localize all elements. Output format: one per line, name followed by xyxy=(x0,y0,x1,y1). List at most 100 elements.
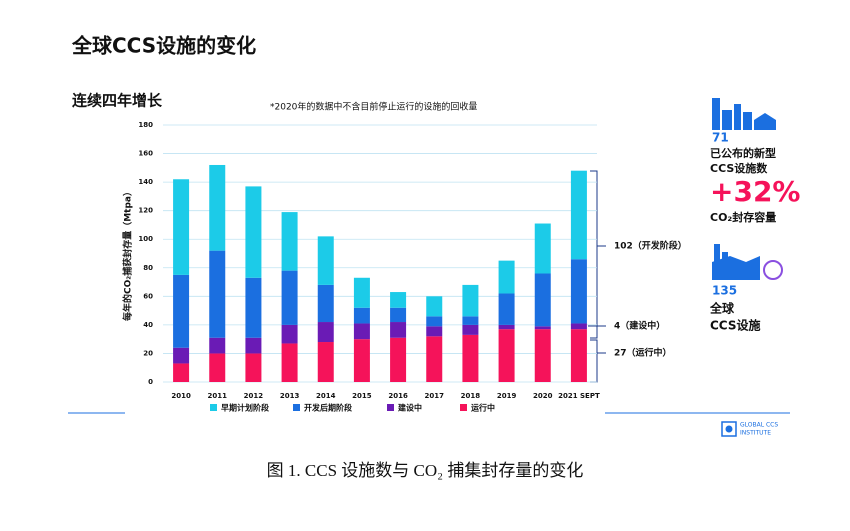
new-label: CCS设施数 xyxy=(710,161,768,175)
bracket xyxy=(590,339,598,383)
y-tick-label: 120 xyxy=(138,207,153,215)
legend-label: 运行中 xyxy=(471,403,495,413)
y-tick-label: 180 xyxy=(138,121,153,129)
icon-facility xyxy=(712,98,776,130)
y-tick-label: 80 xyxy=(143,264,153,272)
bar-segment xyxy=(462,334,479,382)
bar-segment xyxy=(390,337,407,382)
y-tick-label: 60 xyxy=(143,292,153,300)
legend-swatch xyxy=(460,404,467,411)
bar-segment xyxy=(173,363,190,382)
icon-plant xyxy=(712,244,783,280)
annotation: 102（开发阶段） xyxy=(614,240,687,252)
bar-segment xyxy=(173,179,190,275)
x-tick-label: 2013 xyxy=(280,392,300,400)
bracket xyxy=(590,170,598,339)
x-tick-label: 2017 xyxy=(425,392,445,400)
bar-segment xyxy=(245,277,262,338)
bar-segment xyxy=(498,329,515,382)
x-tick-label: 2014 xyxy=(316,392,336,400)
total-label: 全球 xyxy=(709,301,735,316)
bar-segment xyxy=(353,323,370,340)
bar-segment xyxy=(173,274,190,348)
bar-segment xyxy=(209,353,226,382)
bar-segment xyxy=(426,336,443,382)
legend-label: 早期计划阶段 xyxy=(221,403,269,413)
bar-segment xyxy=(245,337,262,354)
legend-label: 开发后期阶段 xyxy=(304,403,352,413)
caption: 图 1. CCS 设施数与 CO₂ 捕集封存量的变化 xyxy=(267,461,584,480)
x-tick-label: 2010 xyxy=(171,392,191,400)
bar-segment xyxy=(570,329,587,382)
bar-segment xyxy=(498,293,515,325)
y-tick-label: 0 xyxy=(148,378,153,386)
bar-segment xyxy=(498,324,515,330)
legend-swatch xyxy=(293,404,300,411)
y-tick-label: 40 xyxy=(143,321,153,329)
bar-segment xyxy=(534,223,551,274)
bar-segment xyxy=(317,236,334,285)
bar-segment xyxy=(281,324,298,344)
total-count: 135 xyxy=(712,284,737,298)
new-count: 71 xyxy=(712,131,729,145)
x-tick-label: 2015 xyxy=(352,392,372,400)
logo-mark xyxy=(725,425,733,433)
bar-segment xyxy=(534,329,551,382)
bar-segment xyxy=(209,250,226,338)
logo-text: INSTITUTE xyxy=(740,430,771,437)
y-axis-label: 每年的CO₂捕获封存量（Mtpa） xyxy=(122,187,134,321)
bar-segment xyxy=(534,273,551,327)
y-tick-label: 140 xyxy=(138,178,153,186)
x-tick-label: 2011 xyxy=(208,392,228,400)
chart-subtitle: 连续四年增长 xyxy=(72,92,163,110)
bar-segment xyxy=(462,316,479,325)
bar-segment xyxy=(317,284,334,323)
annotation: 27（运行中） xyxy=(614,347,672,359)
bar-segment xyxy=(245,353,262,382)
bar-segment xyxy=(353,307,370,324)
bar-segment xyxy=(353,339,370,382)
bar-segment xyxy=(390,292,407,308)
total-label: CCS设施 xyxy=(710,318,760,333)
bar-segment xyxy=(570,170,587,260)
legend-swatch xyxy=(210,404,217,411)
bar-segment xyxy=(281,343,298,382)
chart-title: 全球CCS设施的变化 xyxy=(71,34,256,58)
bar-segment xyxy=(281,270,298,325)
bar-segment xyxy=(570,323,587,330)
bar-segment xyxy=(317,322,334,343)
y-tick-label: 100 xyxy=(138,235,153,243)
x-tick-label: 2018 xyxy=(461,392,481,400)
legend-label: 建设中 xyxy=(397,403,422,413)
bar-segment xyxy=(426,296,443,317)
new-label: 已公布的新型 xyxy=(710,146,776,160)
bar-segment xyxy=(570,259,587,324)
x-tick-label: 2021 SEPT xyxy=(558,392,600,400)
logo-mark xyxy=(721,421,737,437)
bar-segment xyxy=(353,277,370,308)
growth-label: CO₂封存容量 xyxy=(710,210,776,224)
bar-segment xyxy=(498,260,515,294)
bar-segment xyxy=(426,316,443,327)
x-tick-label: 2019 xyxy=(497,392,517,400)
x-tick-label: 2020 xyxy=(533,392,553,400)
bar-segment xyxy=(390,322,407,338)
y-tick-label: 160 xyxy=(138,150,153,158)
logo-text: GLOBAL CCS xyxy=(740,422,778,429)
bar-segment xyxy=(462,284,479,317)
note: *2020年的数据中不含目前停止运行的设施的回收量 xyxy=(270,101,477,113)
bar-segment xyxy=(245,186,262,278)
y-tick-label: 20 xyxy=(143,349,153,357)
x-tick-label: 2016 xyxy=(388,392,408,400)
bar-segment xyxy=(390,307,407,323)
bar-segment xyxy=(317,342,334,382)
bar-segment xyxy=(209,164,226,251)
growth: +32% xyxy=(710,175,800,208)
bar-segment xyxy=(462,324,479,335)
bar-segment xyxy=(209,337,226,354)
x-tick-label: 2012 xyxy=(244,392,264,400)
legend-swatch xyxy=(387,404,394,411)
annotation: 4（建设中） xyxy=(614,320,665,332)
bar-segment xyxy=(173,347,190,364)
